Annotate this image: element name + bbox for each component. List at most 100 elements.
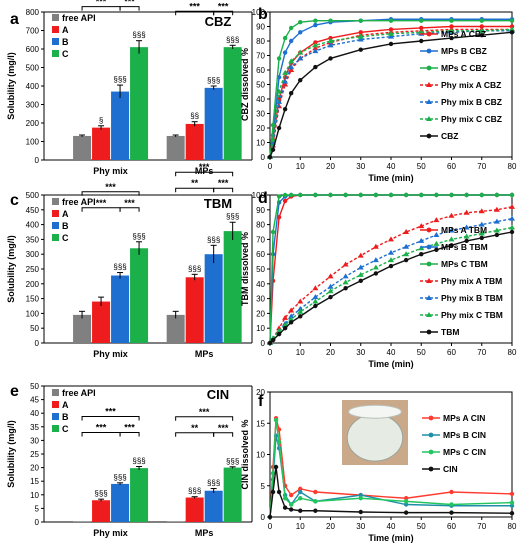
data-point (270, 337, 276, 343)
x-tick-label: 40 (387, 348, 396, 357)
legend-label: Phy mix C TBM (441, 310, 503, 320)
y-tick-label: 0 (261, 339, 266, 348)
x-tick-label: 50 (417, 348, 426, 357)
data-point (403, 229, 410, 234)
comparison-label: *** (218, 423, 229, 433)
legend-marker (426, 48, 432, 54)
legend-marker (426, 278, 432, 283)
x-tick-label: 70 (477, 522, 486, 531)
data-point (388, 30, 394, 36)
data-point (273, 417, 279, 423)
legend-marker (426, 116, 432, 121)
data-point (493, 206, 500, 212)
bar (111, 91, 130, 160)
y-axis-label: Solubility (mg/l) (6, 420, 16, 488)
significance-label: §§§ (207, 235, 220, 244)
data-point (282, 78, 289, 84)
y-tick-label: 400 (26, 82, 40, 91)
data-point (448, 27, 455, 33)
chart-title: TBM (204, 196, 232, 211)
y-tick-label: 100 (26, 138, 40, 147)
legend-marker (426, 227, 432, 233)
panel-f: f 0 10 20 30 40 50 60 70 80 0 5 10 15 20 Time (min) CIN … (240, 388, 517, 543)
comparison-bracket (175, 171, 234, 177)
plot-frame (269, 194, 513, 344)
legend-label: MPs B CBZ (441, 46, 487, 56)
comparison-bracket (81, 432, 121, 437)
legend-marker (426, 295, 432, 300)
series-line (269, 466, 513, 518)
data-point (419, 252, 424, 257)
bar (130, 47, 149, 160)
comparison-bracket (81, 6, 121, 11)
data-point (493, 218, 500, 224)
data-point (312, 42, 319, 48)
series-line (269, 420, 513, 518)
significance-label: §§§ (226, 457, 239, 466)
data-point (403, 510, 409, 515)
data-point (357, 33, 364, 39)
data-point (448, 227, 455, 233)
series-line (269, 226, 513, 344)
y-tick-label: 20 (256, 309, 265, 318)
y-axis-label: Solubility (mg/l) (6, 235, 16, 303)
data-point (327, 273, 334, 279)
data-point (509, 215, 515, 221)
data-point (282, 69, 289, 75)
y-tick-label: 40 (256, 95, 265, 104)
x-tick-label: 70 (477, 348, 486, 357)
x-tick-label: 0 (268, 162, 273, 171)
legend-label: Phy mix C CBZ (441, 114, 502, 124)
data-point (464, 192, 469, 198)
legend-marker (426, 261, 432, 267)
significance-label: § (99, 116, 103, 125)
significance-label: §§§ (94, 489, 107, 498)
data-point (288, 58, 295, 64)
data-point (449, 18, 454, 23)
y-tick-label: 300 (26, 101, 40, 110)
data-point (267, 340, 273, 346)
significance-label: §§§ (188, 487, 201, 496)
data-point (433, 231, 440, 237)
photo-beaker-rim (348, 404, 402, 419)
data-point (388, 257, 394, 263)
data-point (297, 298, 304, 304)
x-tick-label: 80 (508, 348, 517, 357)
data-point (388, 18, 394, 23)
y-axis-label: Solubility (mg/l) (6, 52, 16, 120)
series-line (269, 30, 512, 158)
bar (130, 468, 149, 522)
x-tick-label: MPs (195, 528, 214, 538)
legend-swatch (52, 413, 59, 420)
x-tick-label: 10 (296, 348, 305, 357)
x-tick-label: 60 (447, 348, 456, 357)
data-point (509, 192, 515, 198)
y-tick-label: 30 (256, 110, 265, 119)
data-point (298, 19, 303, 25)
data-point (479, 192, 484, 198)
data-point (298, 496, 303, 501)
data-point (478, 27, 485, 33)
data-point (297, 308, 304, 314)
data-point (373, 192, 379, 198)
series-line (269, 31, 513, 158)
data-point (358, 47, 363, 52)
data-point (509, 511, 515, 516)
comparison-bracket (81, 191, 140, 196)
significance-label: §§ (190, 112, 199, 121)
x-tick-label: 30 (356, 162, 365, 171)
bar (204, 490, 223, 522)
legend-label: MPs C CIN (443, 447, 486, 457)
y-tick-label: 300 (26, 250, 40, 259)
data-point (288, 502, 294, 507)
data-point (313, 499, 318, 504)
significance-label: §§§ (226, 35, 239, 44)
data-point (282, 496, 288, 501)
x-tick-label: MPs (195, 349, 214, 359)
y-tick-label: 450 (26, 206, 40, 215)
data-point (276, 98, 283, 104)
data-point (403, 192, 409, 198)
y-tick-label: 200 (26, 280, 40, 289)
data-point (403, 243, 410, 249)
data-point (297, 305, 304, 311)
